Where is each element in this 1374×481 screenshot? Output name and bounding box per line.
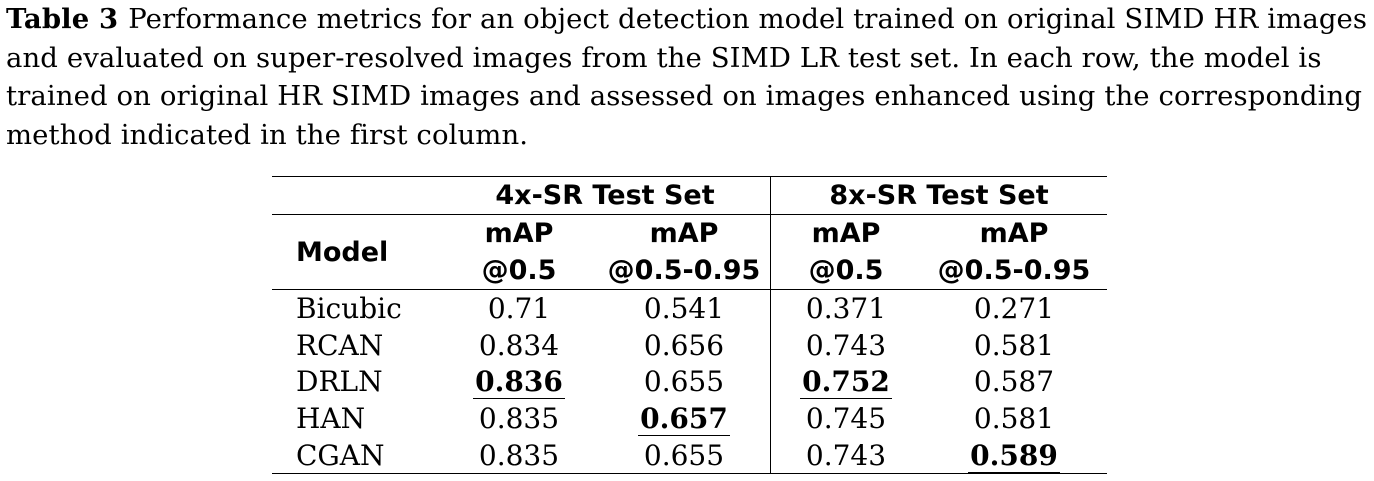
metric-value-cell: 0.655 <box>643 438 725 472</box>
table-row: HAN 0.835 0.657 0.745 0.581 <box>272 400 1107 437</box>
metric-value-cell: 0.752 <box>770 363 921 401</box>
table-row: CGAN 0.835 0.655 0.743 0.589 <box>272 436 1107 474</box>
metric-value-cell: 0.589 <box>921 437 1107 474</box>
table-row: RCAN 0.834 0.656 0.743 0.581 <box>272 326 1107 364</box>
table-row: DRLN 0.836 0.655 0.752 0.587 <box>272 363 1107 401</box>
caption-text: Performance metrics for an object detect… <box>6 3 1368 151</box>
metric-header-8x-map5095-line2: @0.5-0.95 <box>937 255 1091 286</box>
best-value: 0.836 <box>473 365 565 400</box>
model-name-cell: HAN <box>296 401 366 435</box>
results-table-container: 4x-SR Test Set 8x-SR Test Set Model mAP … <box>272 176 1107 474</box>
model-name-cell: CGAN <box>296 438 385 472</box>
model-column-header: Model <box>296 236 389 268</box>
metric-value-cell: 0.657 <box>598 400 771 437</box>
metric-value-cell: 0.581 <box>973 401 1055 435</box>
metric-value-cell: 0.587 <box>973 365 1055 399</box>
table-caption: Table 3 Performance metrics for an object… <box>6 0 1368 154</box>
group-header-blank <box>272 177 440 215</box>
metric-header-4x-map5095-line1: mAP <box>649 218 719 249</box>
group-header-4x: 4x-SR Test Set <box>495 180 715 211</box>
metric-header-8x-map50-line1: mAP <box>770 214 921 252</box>
caption-label: Table 3 <box>6 3 119 35</box>
group-header-8x: 8x-SR Test Set <box>770 176 1107 215</box>
results-table-body: Bicubic 0.71 0.541 0.371 0.271 RCAN 0.834 0.656… <box>272 289 1107 474</box>
table-row: Bicubic 0.71 0.541 0.371 0.271 <box>272 289 1107 327</box>
metric-value-cell: 0.835 <box>478 438 560 472</box>
metric-header-8x-map5095-line1: mAP <box>979 218 1049 249</box>
metric-value-cell: 0.271 <box>973 291 1055 325</box>
metric-value-cell: 0.835 <box>478 401 560 435</box>
metric-value-cell: 0.834 <box>478 328 560 362</box>
model-name-cell: Bicubic <box>296 291 402 325</box>
metric-header-4x-map50-line2: @0.5 <box>481 255 557 286</box>
best-value: 0.589 <box>968 438 1060 473</box>
metric-value-cell: 0.745 <box>770 400 921 437</box>
metric-value-cell: 0.71 <box>487 291 551 325</box>
metric-value-cell: 0.836 <box>440 363 598 400</box>
metric-value-cell: 0.581 <box>973 328 1055 362</box>
metric-value-cell: 0.743 <box>770 326 921 364</box>
metric-value-cell: 0.656 <box>643 328 725 362</box>
results-table: 4x-SR Test Set 8x-SR Test Set Model mAP … <box>272 176 1107 474</box>
metric-header-8x-map50-line2: @0.5 <box>770 252 921 290</box>
metric-header-row-1: Model mAP mAP mAP mAP <box>272 214 1107 268</box>
metric-value-cell: 0.743 <box>770 436 921 474</box>
model-name-cell: DRLN <box>296 365 383 399</box>
group-header-row: 4x-SR Test Set 8x-SR Test Set <box>272 176 1107 215</box>
metric-header-row-2: @0.5 @0.5-0.95 @0.5 @0.5-0.95 <box>272 252 1107 290</box>
best-value: 0.657 <box>638 401 730 436</box>
metric-value-cell: 0.655 <box>643 365 725 399</box>
metric-header-4x-map50-line1: mAP <box>484 218 554 249</box>
model-name-cell: RCAN <box>296 328 384 362</box>
metric-value-cell: 0.371 <box>770 289 921 327</box>
best-value: 0.752 <box>800 365 892 400</box>
metric-value-cell: 0.541 <box>643 291 725 325</box>
metric-header-4x-map5095-line2: @0.5-0.95 <box>607 255 761 286</box>
